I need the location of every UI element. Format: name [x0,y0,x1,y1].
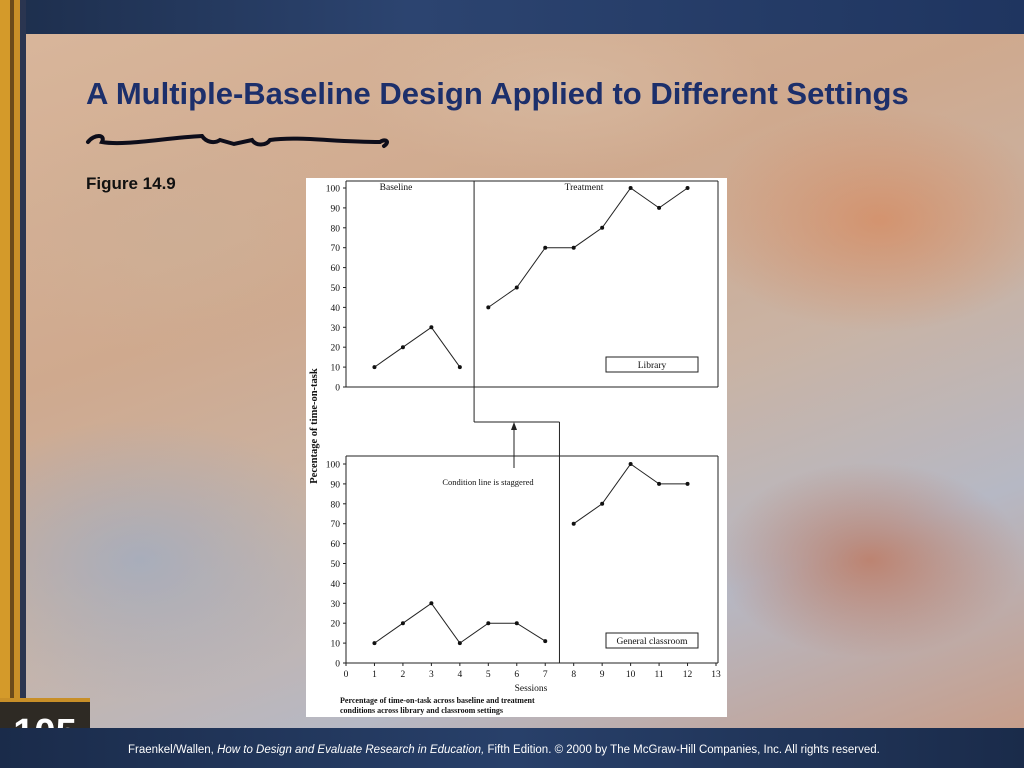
y-tick-label: 80 [331,224,341,234]
baseline-data-point [486,621,491,626]
figure-label: Figure 14.9 [86,174,176,193]
y-tick-label: 50 [331,560,341,570]
x-tick-label: 12 [683,670,693,680]
y-tick-label: 0 [335,660,340,670]
footer-suffix: Fifth Edition. © 2000 by The McGraw-Hill… [484,744,880,756]
x-tick-label: 2 [401,670,406,680]
treatment-data-point [685,186,690,190]
treatment-data-point [600,501,605,506]
y-tick-label: 80 [331,500,341,510]
y-tick-label: 60 [331,264,341,274]
baseline-data-point [400,621,405,626]
x-tick-label: 10 [626,670,636,680]
annotation-arrow-head [511,422,517,430]
treatment-data-point [571,245,576,250]
treatment-data-point [657,205,662,210]
y-tick-label: 10 [331,364,341,374]
slide-title: A Multiple-Baseline Design Applied to Di… [86,76,909,111]
x-tick-label: 6 [514,670,519,680]
treatment-data-point [571,521,576,526]
baseline-data-point [457,641,462,646]
y-tick-label: 0 [335,384,340,394]
x-tick-label: 0 [344,670,349,680]
treatment-data-point [486,305,491,310]
y-tick-label: 70 [331,520,341,530]
left-accent-bar-navy [20,0,26,768]
x-tick-label: 3 [429,670,434,680]
phase-label-treatment: Treatment [565,183,604,193]
treatment-data-point [600,225,605,230]
y-tick-label: 10 [331,640,341,650]
treatment-data-point [628,186,633,190]
top-bar [0,0,1024,34]
x-tick-label: 9 [600,670,605,680]
left-accent-bar-dark [10,0,14,768]
baseline-data-point [457,365,462,370]
x-tick-label: 4 [457,670,462,680]
phase-label-baseline: Baseline [380,183,413,193]
y-tick-label: 100 [326,461,341,471]
baseline-data-point [372,641,377,646]
x-tick-label: 5 [486,670,491,680]
y-tick-label: 40 [331,580,341,590]
baseline-data-point [543,639,548,644]
treatment-data-point [628,462,633,466]
baseline-series-line [374,326,461,368]
treatment-data-point [514,285,519,290]
setting-label-box [605,632,699,649]
y-tick-label: 20 [331,620,341,630]
footer-bar [0,728,1024,768]
baseline-data-point [400,345,405,350]
y-tick-label: 50 [331,284,341,294]
baseline-data-point [429,601,434,606]
y-tick-label: 70 [331,244,341,254]
setting-label-box [605,356,699,373]
left-accent-bar [0,0,10,768]
y-tick-label: 60 [331,540,341,550]
setting-label: Library [638,361,667,371]
treatment-series-line [573,463,688,525]
x-tick-label: 1 [372,670,377,680]
treatment-data-point [685,481,690,486]
decorative-flourish-icon [86,133,389,148]
x-tick-label: 7 [543,670,548,680]
x-axis-label: Sessions [515,684,548,694]
y-tick-label: 90 [331,204,341,214]
footer-prefix: Fraenkel/Wallen, [128,744,218,756]
baseline-data-point [429,325,434,330]
x-tick-label: 8 [571,670,576,680]
y-tick-label: 40 [331,304,341,314]
baseline-series-line [374,602,546,644]
figure-caption-line: Percentage of time-on-task across baseli… [340,696,535,705]
multiple-baseline-chart: 0102030405060708090100Library01020304050… [309,180,721,715]
y-tick-label: 20 [331,344,341,354]
treatment-data-point [657,481,662,486]
footer-citation: Fraenkel/Wallen, How to Design and Evalu… [128,744,880,756]
y-tick-label: 100 [326,185,341,195]
y-tick-label: 30 [331,324,341,334]
setting-label: General classroom [617,637,689,647]
baseline-data-point [372,365,377,370]
y-tick-label: 90 [331,480,341,490]
treatment-series-line [488,187,688,308]
annotation-text: Condition line is staggered [442,477,534,487]
y-tick-label: 30 [331,600,341,610]
chart-panel: 0 10 20 30 40 50 60 70 80 90 100 Library 0 10 20 30 40 50… [306,178,727,717]
left-accent-bar-gold [14,0,20,768]
figure-caption-line: conditions across library and classroom … [340,706,503,715]
treatment-data-point [543,245,548,250]
x-tick-label: 11 [654,670,663,680]
x-tick-label: 13 [711,670,721,680]
footer-book-title: How to Design and Evaluate Research in E… [217,744,485,756]
baseline-data-point [514,621,519,626]
y-axis-label: Pecentage of time-on-task [309,368,320,484]
